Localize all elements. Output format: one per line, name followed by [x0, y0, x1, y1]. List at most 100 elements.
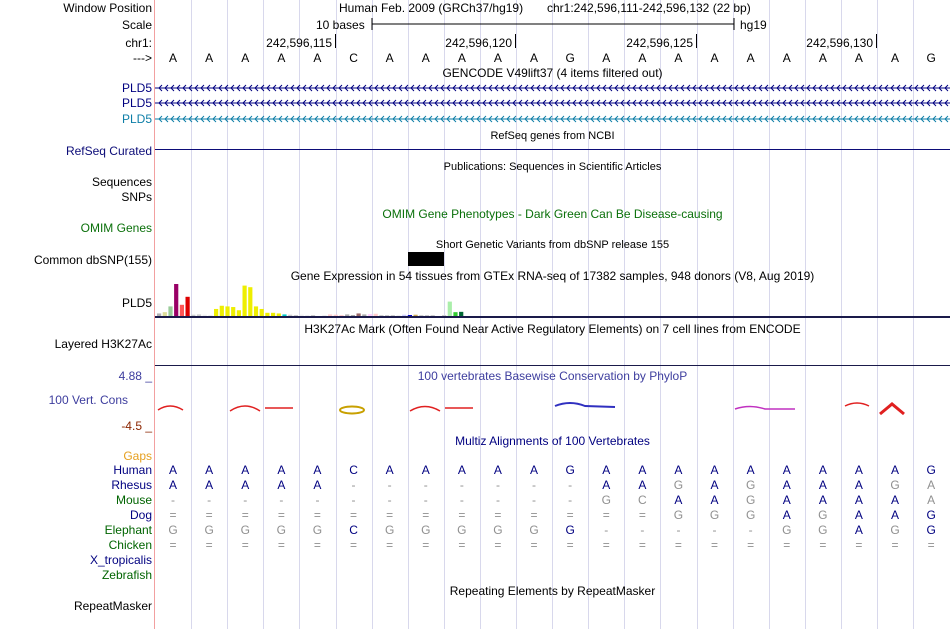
gtex-title: Gene Expression in 54 tissues from GTEx …	[290, 269, 815, 283]
gtex-tissue-bar[interactable]	[390, 315, 395, 316]
gtex-tissue-bar[interactable]	[282, 314, 287, 316]
gtex-tissue-bar[interactable]	[276, 313, 281, 316]
label-gene-pld5-3[interactable]: PLD5	[121, 112, 152, 126]
gtex-tissue-bar[interactable]	[413, 314, 418, 316]
gtex-tissue-bar[interactable]	[373, 313, 378, 316]
refseq-gene-line[interactable]	[155, 149, 950, 150]
gtex-tissue-bar[interactable]	[191, 314, 196, 316]
label-sequences[interactable]: Sequences	[91, 175, 152, 189]
gtex-tissue-bar[interactable]	[259, 308, 264, 316]
gtex-tissue-bar[interactable]	[271, 312, 276, 316]
gtex-tissue-bar[interactable]	[157, 313, 162, 316]
gtex-tissue-bar[interactable]	[265, 312, 270, 316]
alignment-base: -	[351, 478, 356, 492]
gtex-tissue-bar[interactable]	[322, 315, 327, 316]
gtex-tissue-bar[interactable]	[350, 315, 355, 316]
alignment-base: A	[854, 523, 863, 537]
gtex-tissue-bar[interactable]	[396, 315, 401, 316]
gtex-tissue-bar[interactable]	[208, 315, 213, 316]
gtex-tissue-bar[interactable]	[242, 285, 247, 316]
label-omim-genes[interactable]: OMIM Genes	[80, 221, 152, 235]
gtex-tissue-bar[interactable]	[168, 306, 173, 316]
alignment-base: =	[566, 508, 574, 522]
gtex-tissue-bar[interactable]	[424, 315, 430, 316]
gtex-bar-chart[interactable]	[155, 283, 950, 319]
species-label-mouse[interactable]: Mouse	[115, 493, 152, 507]
gtex-tissue-bar[interactable]	[293, 315, 298, 316]
species-label-zebrafish[interactable]: Zebrafish	[101, 568, 152, 582]
alignment-base: G	[926, 508, 936, 522]
gtex-tissue-bar[interactable]	[442, 315, 447, 316]
label-gene-pld5-2[interactable]: PLD5	[121, 96, 152, 110]
alignment-base: -	[387, 493, 392, 507]
label-refseq-curated[interactable]: RefSeq Curated	[65, 144, 152, 158]
gtex-tissue-bar[interactable]	[339, 315, 344, 316]
gtex-tissue-bar[interactable]	[367, 314, 373, 316]
alignment-base: A	[782, 463, 791, 477]
gtex-tissue-bar[interactable]	[231, 307, 236, 316]
repeatmasker-title: Repeating Elements by RepeatMasker	[449, 584, 656, 598]
species-label-x-tropicalis[interactable]: X_tropicalis	[89, 553, 152, 567]
alignment-base: A	[493, 463, 502, 477]
alignment-base: A	[674, 463, 683, 477]
label-gtex-gene[interactable]: PLD5	[121, 296, 152, 310]
alignment-base: -	[495, 493, 500, 507]
gtex-tissue-bar[interactable]	[196, 314, 202, 316]
gtex-tissue-bar[interactable]	[253, 306, 259, 316]
gtex-tissue-bar[interactable]	[185, 296, 190, 316]
alignment-base: -	[532, 493, 537, 507]
species-label-chicken[interactable]: Chicken	[108, 538, 152, 552]
gtex-tissue-bar[interactable]	[174, 284, 179, 316]
gtex-tissue-bar[interactable]	[236, 310, 241, 316]
gtex-tissue-bar[interactable]	[407, 315, 412, 316]
cons-logo[interactable]	[155, 398, 950, 420]
species-label-dog[interactable]: Dog	[129, 508, 152, 522]
gtex-tissue-bar[interactable]	[459, 311, 464, 316]
label-100-vert-cons[interactable]: 100 Vert. Cons	[48, 393, 128, 407]
gtex-tissue-bar[interactable]	[356, 313, 361, 316]
gtex-tissue-bar[interactable]	[430, 315, 435, 316]
db-name: hg19	[740, 18, 767, 32]
gtex-tissue-bar[interactable]	[385, 315, 390, 316]
gtex-tissue-bar[interactable]	[288, 314, 293, 316]
alignment-base: G	[926, 523, 936, 537]
gtex-tissue-bar[interactable]	[419, 315, 424, 316]
gtex-tissue-bar[interactable]	[333, 314, 338, 316]
species-label-rhesus[interactable]: Rhesus	[111, 478, 152, 492]
alignment-base: -	[712, 523, 717, 537]
gtex-tissue-bar[interactable]	[362, 314, 367, 316]
gtex-tissue-bar[interactable]	[305, 315, 310, 316]
alignment-base: G	[240, 523, 250, 537]
sequence-base: A	[854, 51, 863, 65]
gtex-tissue-bar[interactable]	[225, 306, 230, 316]
gtex-tissue-bar[interactable]	[345, 314, 350, 316]
sequence-base: A	[746, 51, 755, 65]
gtex-tissue-bar[interactable]	[379, 315, 384, 316]
gtex-tissue-bar[interactable]	[310, 315, 316, 316]
gencode-transcripts[interactable]	[155, 82, 950, 130]
gtex-tissue-bar[interactable]	[214, 308, 219, 316]
label-repeatmasker[interactable]: RepeatMasker	[73, 599, 152, 613]
label-snps[interactable]: SNPs	[121, 190, 152, 204]
gtex-tissue-bar[interactable]	[328, 314, 333, 316]
gtex-tissue-bar[interactable]	[453, 312, 458, 316]
gtex-tissue-bar[interactable]	[162, 312, 167, 316]
gtex-tissue-bar[interactable]	[219, 305, 224, 316]
alignment-base: G	[457, 523, 467, 537]
gtex-tissue-bar[interactable]	[248, 287, 253, 316]
alignment-base: =	[205, 508, 213, 522]
gtex-tissue-bar[interactable]	[179, 304, 184, 316]
gtex-tissue-bar[interactable]	[299, 314, 304, 316]
label-layered-h3k27ac[interactable]: Layered H3K27Ac	[54, 337, 152, 351]
label-gaps[interactable]: Gaps	[123, 449, 152, 463]
species-label-elephant[interactable]: Elephant	[104, 523, 152, 537]
alignment-base: G	[818, 508, 828, 522]
gtex-tissue-bar[interactable]	[202, 314, 207, 316]
gtex-tissue-bar[interactable]	[447, 301, 452, 316]
species-label-human[interactable]: Human	[113, 463, 152, 477]
label-gene-pld5-1[interactable]: PLD5	[121, 81, 152, 95]
label-strand[interactable]: --->	[133, 51, 152, 65]
gtex-tissue-bar[interactable]	[402, 314, 407, 316]
dbsnp-variant[interactable]	[408, 252, 444, 266]
label-common-dbsnp[interactable]: Common dbSNP(155)	[33, 253, 152, 267]
